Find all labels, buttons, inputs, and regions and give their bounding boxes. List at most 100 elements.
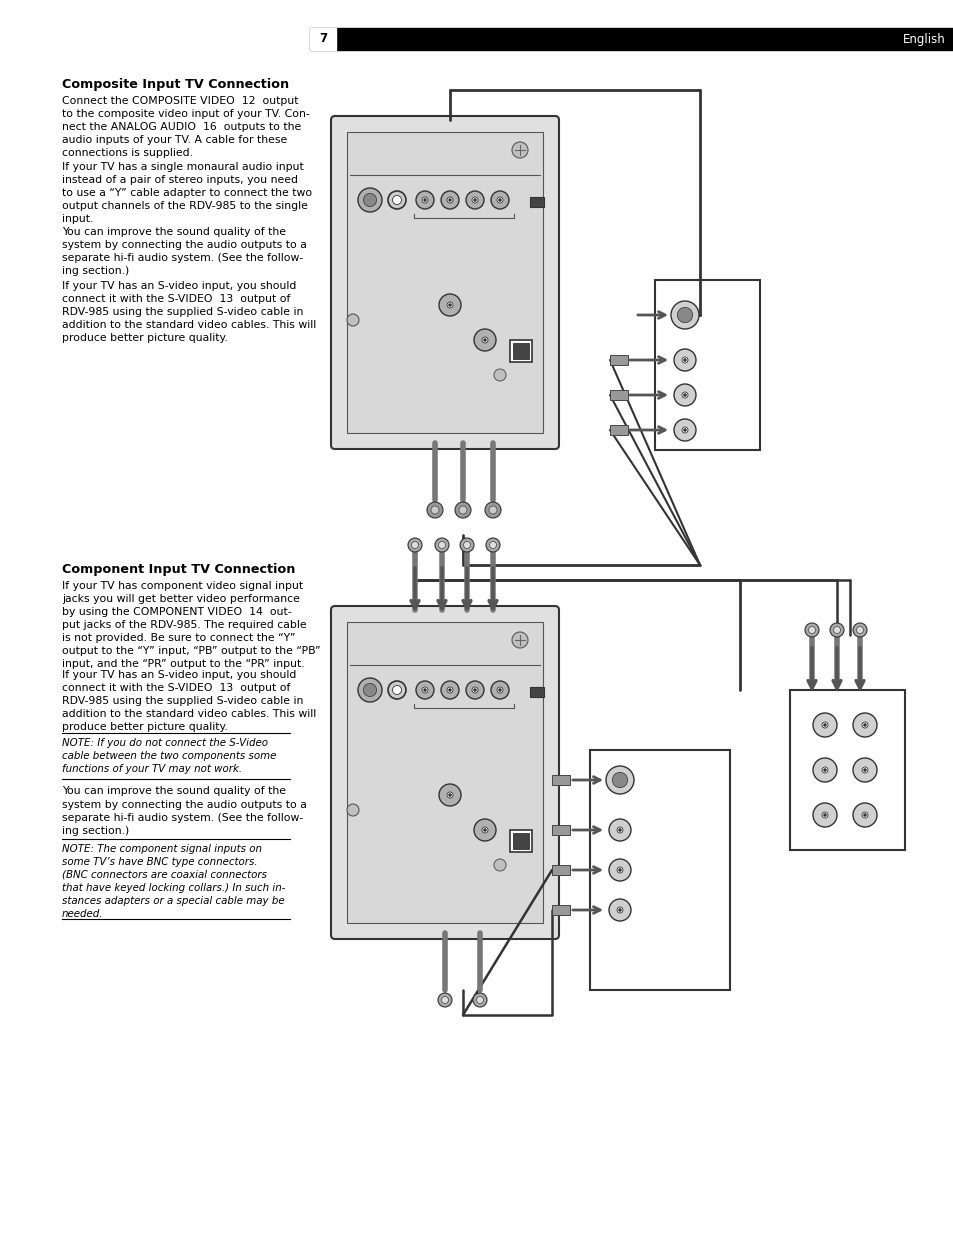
Bar (530, 198, 543, 207)
Bar (510, 340, 532, 362)
Circle shape (448, 688, 451, 692)
Circle shape (476, 997, 483, 1004)
Bar (609, 354, 627, 366)
Circle shape (448, 199, 451, 201)
Circle shape (481, 337, 488, 343)
Circle shape (608, 860, 630, 881)
Circle shape (617, 867, 622, 873)
Circle shape (455, 501, 471, 517)
Circle shape (682, 429, 686, 431)
FancyBboxPatch shape (331, 116, 558, 450)
Text: If your TV has component video signal input
jacks you will get better video perf: If your TV has component video signal in… (62, 580, 320, 669)
Circle shape (357, 188, 381, 212)
Circle shape (617, 906, 622, 913)
Circle shape (670, 301, 699, 329)
Circle shape (821, 767, 827, 773)
Bar (655, 280, 760, 450)
Circle shape (862, 724, 865, 726)
Text: If your TV has an S-video input, you should
connect it with the S-VIDEO  13  out: If your TV has an S-video input, you sho… (62, 282, 315, 343)
Bar (789, 690, 904, 850)
Circle shape (438, 294, 460, 316)
Circle shape (497, 687, 502, 693)
Circle shape (862, 768, 865, 772)
Circle shape (862, 722, 867, 727)
Circle shape (435, 538, 449, 552)
Bar (552, 905, 569, 915)
Circle shape (491, 680, 509, 699)
Circle shape (459, 538, 474, 552)
Text: You can improve the sound quality of the
system by connecting the audio outputs : You can improve the sound quality of the… (62, 227, 307, 277)
Circle shape (852, 803, 876, 827)
Bar (510, 830, 532, 852)
Circle shape (512, 142, 527, 158)
Circle shape (440, 191, 458, 209)
Circle shape (812, 713, 836, 737)
Circle shape (681, 357, 687, 363)
Circle shape (862, 811, 867, 818)
Circle shape (807, 626, 815, 634)
Circle shape (408, 538, 421, 552)
Bar (530, 687, 543, 697)
Circle shape (481, 827, 488, 832)
Circle shape (483, 829, 486, 831)
Circle shape (681, 391, 687, 398)
Circle shape (673, 350, 696, 370)
Circle shape (812, 758, 836, 782)
Circle shape (347, 314, 358, 326)
Text: 7: 7 (318, 32, 327, 46)
Circle shape (485, 538, 499, 552)
Circle shape (411, 541, 418, 548)
Circle shape (416, 680, 434, 699)
Circle shape (512, 632, 527, 648)
Circle shape (458, 506, 467, 514)
Circle shape (497, 198, 502, 203)
Circle shape (494, 369, 505, 382)
Circle shape (677, 308, 692, 322)
Text: Composite Input TV Connection: Composite Input TV Connection (62, 78, 289, 91)
Circle shape (438, 784, 460, 806)
Circle shape (829, 622, 843, 637)
Circle shape (617, 827, 622, 832)
Circle shape (447, 198, 453, 203)
Circle shape (852, 622, 866, 637)
Circle shape (682, 394, 686, 396)
Text: If your TV has a single monaural audio input
instead of a pair of stereo inputs,: If your TV has a single monaural audio i… (62, 162, 312, 224)
Circle shape (431, 506, 438, 514)
Circle shape (392, 195, 401, 205)
Circle shape (388, 680, 406, 699)
Circle shape (618, 909, 620, 911)
Bar (609, 390, 627, 400)
Circle shape (437, 993, 452, 1007)
Circle shape (822, 814, 825, 816)
Bar (310, 28, 335, 49)
Circle shape (682, 358, 686, 362)
Circle shape (612, 772, 627, 788)
Circle shape (804, 622, 818, 637)
Circle shape (821, 811, 827, 818)
Circle shape (447, 303, 453, 308)
Circle shape (484, 501, 500, 517)
Circle shape (608, 819, 630, 841)
Circle shape (494, 860, 505, 871)
Circle shape (472, 198, 477, 203)
Circle shape (463, 541, 470, 548)
Circle shape (856, 626, 862, 634)
Bar (589, 750, 729, 990)
Circle shape (441, 997, 448, 1004)
Bar (310, 28, 953, 49)
Circle shape (447, 687, 453, 693)
Circle shape (498, 199, 501, 201)
Circle shape (812, 803, 836, 827)
Bar (347, 622, 542, 923)
Text: Connect the COMPOSITE VIDEO  12  output
to the composite video input of your TV.: Connect the COMPOSITE VIDEO 12 output to… (62, 96, 310, 158)
Text: NOTE: The component signal inputs on
some TV’s have BNC type connectors.
(BNC co: NOTE: The component signal inputs on som… (62, 844, 285, 919)
Circle shape (673, 384, 696, 406)
Circle shape (821, 722, 827, 727)
FancyBboxPatch shape (331, 606, 558, 939)
Text: You can improve the sound quality of the
system by connecting the audio outputs : You can improve the sound quality of the… (62, 787, 307, 836)
Circle shape (852, 758, 876, 782)
Circle shape (681, 427, 687, 433)
Circle shape (447, 792, 453, 798)
Bar (552, 776, 569, 785)
Circle shape (822, 768, 825, 772)
